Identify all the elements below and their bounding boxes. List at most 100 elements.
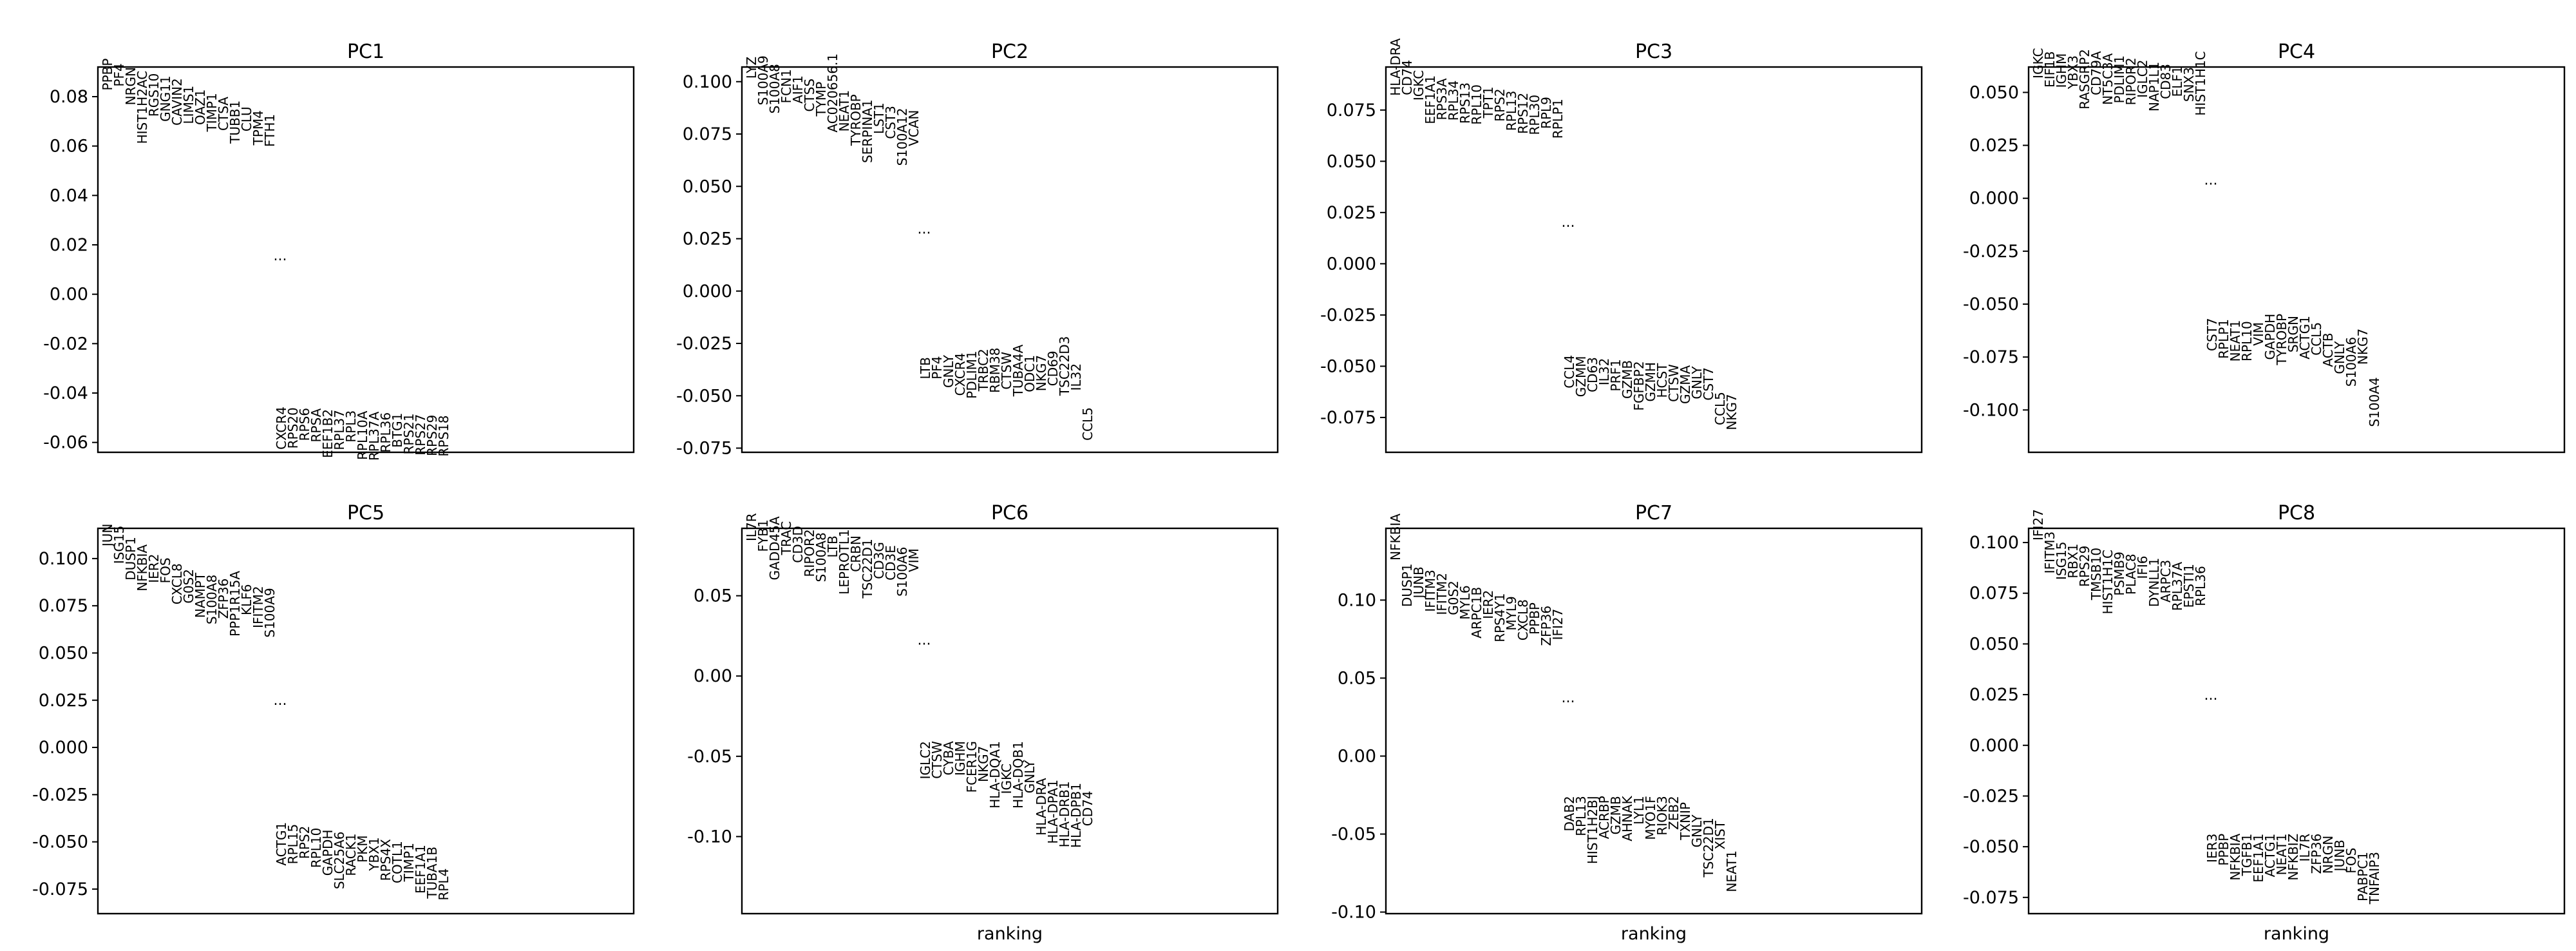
panel-pc1: PC1 0.08 0.06 0.04 0.02 0.00 -0.02 -0.04 -0.06 PP… <box>43 41 635 461</box>
gene-label: IFI27 <box>2031 509 2046 541</box>
gene-label: NEAT1 <box>837 90 852 132</box>
gene-label: CAVIN2 <box>169 78 185 126</box>
gene-label: GNG11 <box>158 75 173 121</box>
y-tick-label: 0.025 <box>1969 136 2019 156</box>
y-tick-label: 0.025 <box>683 229 732 249</box>
gene-label: CD79A <box>2088 51 2104 95</box>
gene-label: RPL30 <box>1527 95 1542 135</box>
gene-label: FGFBP2 <box>1631 361 1647 410</box>
gene-label: NRGN <box>2320 836 2336 874</box>
y-tick-label: -0.075 <box>1963 888 2019 908</box>
gene-label: NFKBIZ <box>2286 834 2301 881</box>
gene-label: NAMPT <box>193 572 208 618</box>
gene-label: S100A6 <box>2344 337 2359 387</box>
gene-label: GNLY <box>941 354 956 388</box>
y-tick-label: -0.075 <box>1320 408 1376 428</box>
gene-label: PSMB9 <box>2112 552 2127 595</box>
ellipsis-marker: ... <box>2204 687 2218 704</box>
y-tick-label: 0.050 <box>1327 151 1376 171</box>
gene-label: GZMB <box>1608 796 1624 834</box>
gene-label: RPL36 <box>2193 566 2208 606</box>
gene-label: NKG7 <box>2355 329 2371 365</box>
y-tick-label: 0.00 <box>50 285 88 305</box>
gene-label: JUNB <box>2332 840 2347 872</box>
gene-label: MYO1F <box>1643 796 1658 840</box>
gene-label: RPS20 <box>285 407 301 448</box>
gene-label: AIF1 <box>790 75 806 104</box>
gene-label: ARPC3 <box>2158 560 2174 602</box>
gene-label: NEAT1 <box>2274 834 2289 876</box>
gene-label: CYBA <box>941 741 956 776</box>
gene-label: NFKBIA <box>1388 514 1403 561</box>
gene-label: EIF1B <box>2042 51 2058 87</box>
y-tick-label: -0.075 <box>676 439 732 459</box>
gene-label: RPL10 <box>2239 321 2255 361</box>
y-tick-label: -0.050 <box>1963 837 2019 857</box>
gene-label: IFI6 <box>2135 555 2150 579</box>
gene-label: CLU <box>239 106 254 131</box>
gene-label: SRGN <box>2286 316 2301 352</box>
panel-title: PC3 <box>1635 41 1672 63</box>
gene-label: IGHM <box>2054 53 2069 88</box>
gene-label: ACTB <box>2320 332 2336 367</box>
panel-pc2: PC2 0.100 0.075 0.050 0.025 0.000 -0.025 -0.050… <box>676 41 1279 459</box>
gene-label: HIST1H2BJ <box>1585 796 1600 864</box>
gene-label: GNLY <box>1689 814 1705 847</box>
y-tick-label: 0.100 <box>39 549 88 569</box>
gene-label: RPL34 <box>1446 81 1461 121</box>
gene-label: ZFP36 <box>216 579 231 619</box>
y-tick-label: 0.05 <box>1338 668 1376 688</box>
gene-label: S100A8 <box>204 575 220 624</box>
gene-label: GAPDH <box>2262 314 2278 360</box>
y-tick-label: -0.02 <box>43 334 88 354</box>
ellipsis-marker: ... <box>918 633 931 649</box>
gene-label: LIMS1 <box>181 86 196 124</box>
y-tick-label: 0.100 <box>1969 533 2019 553</box>
gene-label: GNLY <box>1689 366 1705 399</box>
gene-label: IGKC <box>1411 70 1426 101</box>
gene-label: HLA-DRA <box>1034 778 1049 836</box>
panel-title: PC5 <box>347 502 384 524</box>
plot-frame <box>1385 66 1923 454</box>
gene-label: TRBC2 <box>976 349 991 392</box>
gene-label: IFITM2 <box>1434 573 1450 615</box>
gene-label: HLA-DPB1 <box>1068 783 1084 848</box>
gene-label: RPS4Y1 <box>1492 593 1508 642</box>
plot-frame <box>741 527 1279 915</box>
gene-label: RACK1 <box>343 833 359 876</box>
gene-label: HLA-DQA1 <box>987 741 1003 809</box>
gene-label: PABPC1 <box>2355 852 2371 901</box>
gene-label: PPBP <box>2216 834 2231 866</box>
gene-label: HIST1H1C <box>2193 51 2208 115</box>
gene-label: RPS6 <box>297 408 312 441</box>
gene-label: G0S2 <box>181 569 196 604</box>
gene-label: CXCR4 <box>274 407 289 450</box>
gene-label: CTSW <box>999 352 1014 390</box>
gene-label: SLC25A6 <box>332 831 347 889</box>
gene-label: LTB <box>825 535 840 557</box>
y-tick-label: -0.025 <box>1963 242 2019 262</box>
gene-label: YBX3 <box>2065 55 2081 90</box>
panel-pc4: PC4 0.050 0.025 0.000 -0.025 -0.050 -0.075 -0.1… <box>1963 41 2566 454</box>
gene-label: DUSP1 <box>1399 563 1415 607</box>
gene-label: CCL5 <box>1712 392 1728 425</box>
gene-label: CD3E <box>883 545 898 581</box>
y-tick-label: 0.000 <box>683 282 732 302</box>
gene-label: HLA-DQB1 <box>1010 741 1026 809</box>
gene-label: TNFAIP3 <box>2367 852 2382 905</box>
gene-label: RPL13 <box>1504 91 1519 131</box>
gene-label: JUNB <box>1411 566 1426 599</box>
gene-label: TYROBP <box>2274 314 2289 366</box>
gene-label: S100A9 <box>755 55 771 105</box>
gene-label: NEAT1 <box>2228 320 2243 362</box>
panel-title: PC7 <box>1635 502 1672 524</box>
gene-label: RPS4X <box>378 839 393 881</box>
gene-label: ACTG1 <box>274 822 289 866</box>
gene-label: G0S2 <box>1446 581 1461 615</box>
gene-label: VIM <box>906 548 922 572</box>
gene-label: IFITM3 <box>1423 570 1438 612</box>
y-tick-label: -0.100 <box>1963 400 2019 420</box>
gene-label: RPL10 <box>1469 84 1484 125</box>
gene-label: SERPINA1 <box>860 99 875 163</box>
